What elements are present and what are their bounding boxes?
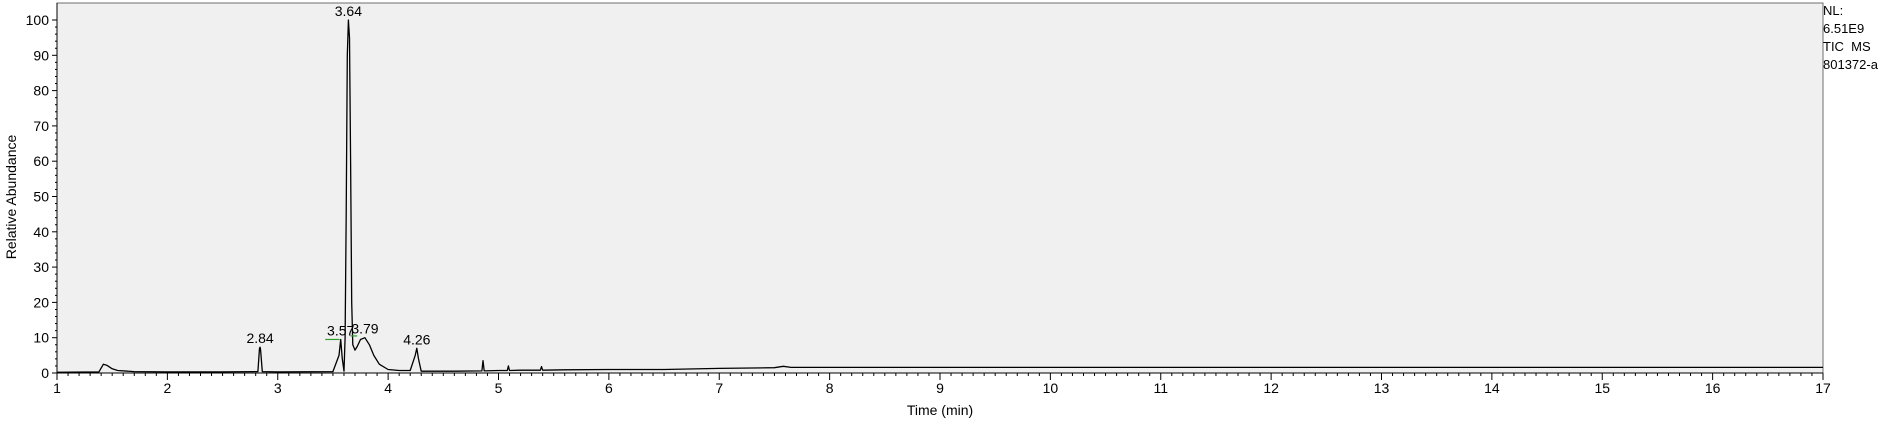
tic-trace-line <box>56 19 1823 373</box>
x-tick-label: 2 <box>163 380 171 396</box>
peak-label: 4.26 <box>403 331 430 347</box>
x-tick-label: 16 <box>1705 380 1721 396</box>
plot-area <box>56 2 1824 374</box>
y-axis-title: Relative Abundance <box>3 135 19 260</box>
info-box: NL: 6.51E9 TIC MS 801372-a <box>1823 2 1880 74</box>
y-tick-label: 80 <box>33 83 49 99</box>
x-tick-label: 13 <box>1374 380 1390 396</box>
peak-label: 2.84 <box>246 330 273 346</box>
y-tick-label: 50 <box>33 189 49 205</box>
x-tick-label: 5 <box>495 380 503 396</box>
x-tick-label: 6 <box>605 380 613 396</box>
peak-label: 3.57 <box>327 322 354 338</box>
x-axis-title: Time (min) <box>907 402 973 418</box>
scan-filter: TIC MS <box>1823 39 1871 54</box>
x-tick-label: 4 <box>384 380 392 396</box>
y-tick-label: 10 <box>33 330 49 346</box>
x-tick-label: 14 <box>1484 380 1500 396</box>
x-tick-label: 12 <box>1263 380 1279 396</box>
x-tick-label: 11 <box>1153 380 1168 396</box>
x-tick-label: 1 <box>53 380 61 396</box>
y-tick-label: 60 <box>33 153 49 169</box>
x-tick-label: 9 <box>936 380 944 396</box>
x-tick-label: 8 <box>826 380 834 396</box>
peak-label: 3.64 <box>335 3 362 19</box>
y-tick-label: 20 <box>33 294 49 310</box>
x-tick-label: 15 <box>1594 380 1610 396</box>
peak-label: 3.79 <box>351 321 378 337</box>
y-tick-label: 90 <box>33 47 49 63</box>
x-axis: 1 2 3 4 5 6 7 8 9 10 11 12 13 14 15 16 17 <box>53 372 1831 396</box>
y-tick-label: 70 <box>33 118 49 134</box>
file-name: 801372-a <box>1823 57 1878 72</box>
y-tick-label: 30 <box>33 259 49 275</box>
y-tick-label: 100 <box>26 12 50 28</box>
y-axis: 0 10 20 30 40 50 60 70 80 90 100 <box>26 3 58 381</box>
x-tick-label: 17 <box>1815 380 1831 396</box>
x-tick-label: 3 <box>274 380 282 396</box>
integration-markers <box>325 335 358 341</box>
x-tick-label: 7 <box>715 380 723 396</box>
y-tick-label: 0 <box>41 365 49 381</box>
x-tick-label: 10 <box>1043 380 1059 396</box>
peak-labels: 2.84 3.57 3.64 3.79 4.26 <box>246 3 430 347</box>
normalization-label: NL: <box>1823 3 1844 18</box>
y-tick-label: 40 <box>33 224 49 240</box>
normalization-value: 6.51E9 <box>1823 21 1865 36</box>
